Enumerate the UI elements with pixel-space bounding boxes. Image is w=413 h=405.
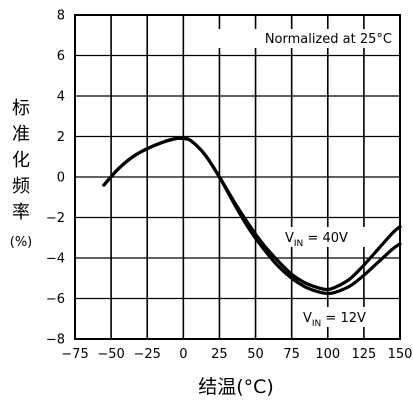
y-tick-labels: −8 −6 −4 −2 0 2 4 6 8	[46, 9, 65, 348]
x-axis-label: 结温(°C)	[198, 376, 274, 398]
y-tick-label: −8	[46, 333, 65, 348]
y-axis-label-char: 标	[12, 98, 30, 119]
x-tick-label: 0	[179, 347, 187, 362]
y-tick-label: −6	[46, 292, 65, 307]
annotation-background	[214, 29, 396, 48]
y-tick-label: 0	[57, 171, 65, 186]
y-axis-label-char: 化	[12, 150, 30, 171]
y-tick-label: 4	[57, 90, 65, 105]
x-tick-label: 25	[211, 347, 228, 362]
plot-frame	[74, 14, 401, 340]
series-line-vin-40v	[102, 136, 402, 292]
x-tick-label: 100	[315, 347, 340, 362]
x-tick-label: 75	[283, 347, 300, 362]
y-tick-label: 6	[57, 49, 65, 64]
x-tick-label: −25	[134, 347, 161, 362]
x-tick-labels: −75 −50 −25 0 25 50 75 100 125 150	[61, 347, 412, 362]
x-tick-label: 50	[247, 347, 264, 362]
x-tick-label: 150	[388, 347, 413, 362]
x-tick-label: −50	[97, 347, 124, 362]
series-line-vin-12v	[102, 136, 402, 296]
grid	[75, 15, 400, 339]
series-labels: VIN = 40V VIN = 12V	[282, 227, 392, 329]
series-label-background	[300, 307, 392, 327]
y-axis-label-char: 准	[12, 124, 30, 145]
y-tick-label: −4	[46, 252, 65, 267]
annotation-normalized: Normalized at 25°C	[265, 32, 392, 47]
y-tick-label: 2	[57, 130, 65, 145]
series-layer	[102, 136, 402, 296]
series-label-background	[282, 227, 374, 247]
y-axis-label-char: 频	[12, 176, 30, 197]
y-tick-label: 8	[57, 9, 65, 24]
x-tick-label: −75	[61, 347, 88, 362]
series-label-vin-12v: VIN = 12V	[303, 311, 366, 329]
x-tick-label: 125	[351, 347, 376, 362]
y-axis-label-char: 率	[12, 202, 30, 223]
y-tick-label: −2	[46, 211, 65, 226]
series-label-vin-40v: VIN = 40V	[285, 231, 348, 249]
y-axis-label-char: (%)	[10, 235, 33, 250]
